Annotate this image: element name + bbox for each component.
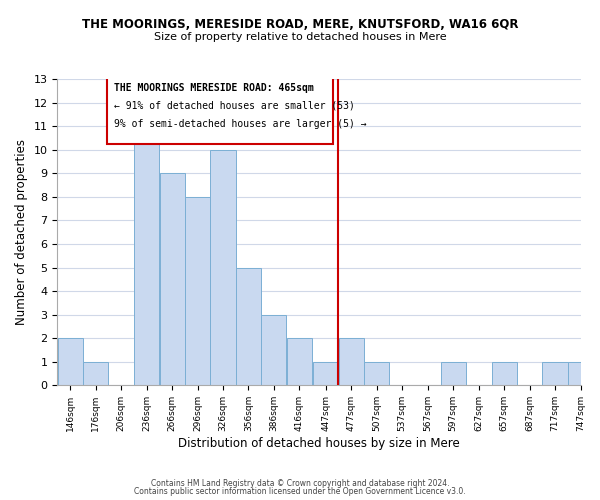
Bar [160, 174, 185, 386]
Bar [58, 338, 83, 386]
Text: Contains HM Land Registry data © Crown copyright and database right 2024.: Contains HM Land Registry data © Crown c… [151, 478, 449, 488]
Bar [262, 314, 286, 386]
Bar [185, 197, 210, 386]
Bar [134, 126, 159, 386]
Bar [364, 362, 389, 386]
Bar [83, 362, 108, 386]
Bar [313, 362, 338, 386]
Bar [491, 362, 517, 386]
Bar [542, 362, 568, 386]
Bar [287, 338, 312, 386]
Text: Size of property relative to detached houses in Mere: Size of property relative to detached ho… [154, 32, 446, 42]
FancyBboxPatch shape [107, 78, 334, 144]
Bar [338, 338, 364, 386]
Bar [568, 362, 593, 386]
Y-axis label: Number of detached properties: Number of detached properties [15, 139, 28, 325]
Text: THE MOORINGS MERESIDE ROAD: 465sqm: THE MOORINGS MERESIDE ROAD: 465sqm [115, 82, 314, 92]
X-axis label: Distribution of detached houses by size in Mere: Distribution of detached houses by size … [178, 437, 460, 450]
Text: Contains public sector information licensed under the Open Government Licence v3: Contains public sector information licen… [134, 487, 466, 496]
Bar [440, 362, 466, 386]
Text: ← 91% of detached houses are smaller (53): ← 91% of detached houses are smaller (53… [115, 101, 355, 111]
Bar [211, 150, 236, 386]
Text: 9% of semi-detached houses are larger (5) →: 9% of semi-detached houses are larger (5… [115, 119, 367, 129]
Text: THE MOORINGS, MERESIDE ROAD, MERE, KNUTSFORD, WA16 6QR: THE MOORINGS, MERESIDE ROAD, MERE, KNUTS… [82, 18, 518, 30]
Bar [236, 268, 261, 386]
